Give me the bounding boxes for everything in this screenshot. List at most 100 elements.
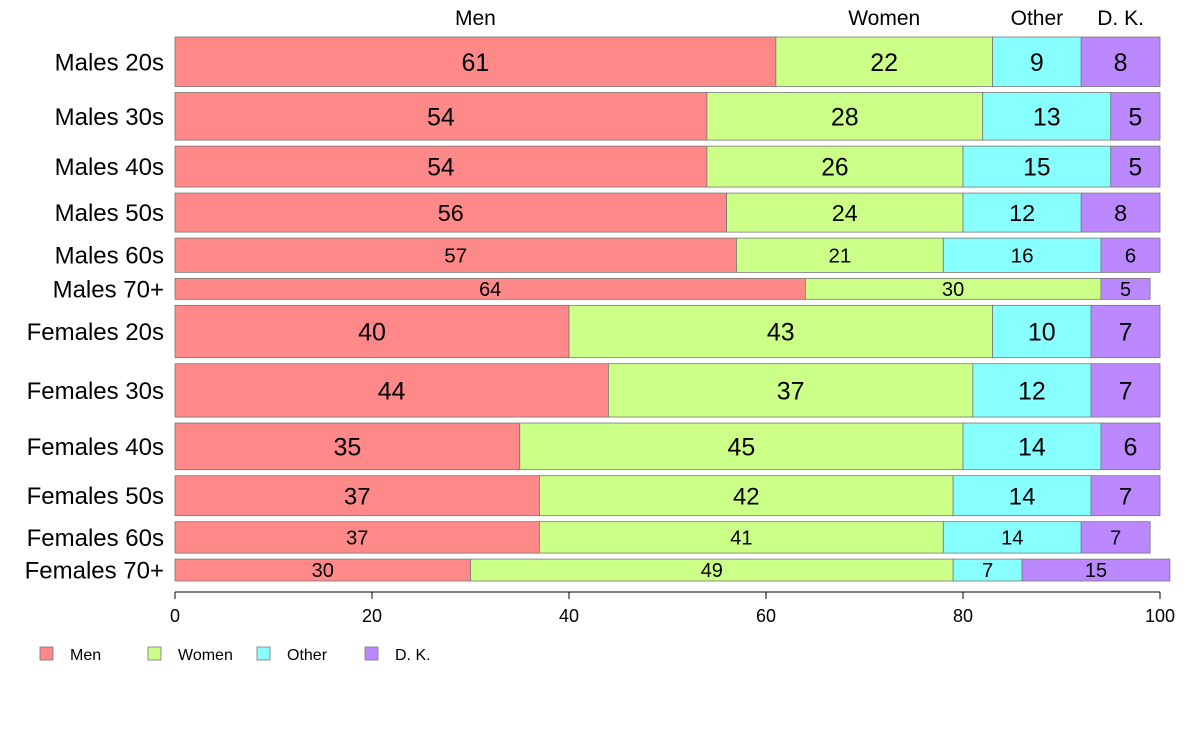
bar-males-30s-women xyxy=(706,92,984,141)
bar-females-40s-women xyxy=(519,422,964,471)
bar-females-60s-other xyxy=(942,521,1082,554)
data-label-males-20s-d-k: 8 xyxy=(1114,49,1128,77)
data-label-males-70-d-k: 5 xyxy=(1120,279,1131,301)
legend-label-d-k: D. K. xyxy=(395,647,431,664)
top-series-labels: Men Women Other D. K. xyxy=(455,7,1144,30)
bar-males-30s-men xyxy=(174,92,708,141)
data-label-females-30s-men: 44 xyxy=(378,377,406,405)
bar-females-20s-men xyxy=(174,304,570,359)
bar-males-40s-women xyxy=(706,145,964,188)
data-label-males-70-women: 30 xyxy=(942,279,964,301)
data-label-males-30s-d-k: 5 xyxy=(1128,103,1142,131)
data-label-males-20s-men: 61 xyxy=(462,49,490,77)
legend-swatch-women xyxy=(147,646,162,661)
bar-males-50s-d-k xyxy=(1080,192,1161,233)
data-label-females-70-other: 7 xyxy=(982,560,993,582)
bars: 61 22 9 854 28 13 554 26 15 556 24 12 857 21 16 664 30 54… xyxy=(174,36,1171,582)
bar-males-50s-men xyxy=(174,192,727,233)
legend-label-men: Men xyxy=(70,647,101,664)
category-label-females-50s: Females 50s xyxy=(27,483,164,510)
data-label-females-70-d-k: 15 xyxy=(1085,560,1107,582)
bar-females-20s-other xyxy=(992,304,1092,359)
legend-swatch-men xyxy=(39,646,54,661)
x-tick-label-60: 60 xyxy=(756,606,776,626)
data-label-females-40s-men: 35 xyxy=(333,433,361,461)
category-label-males-50s: Males 50s xyxy=(55,200,164,227)
data-label-males-60s-d-k: 6 xyxy=(1125,245,1136,268)
data-label-females-60s-other: 14 xyxy=(1001,528,1023,550)
data-label-females-60s-women: 41 xyxy=(730,528,752,550)
bar-females-60s-d-k xyxy=(1080,521,1151,554)
x-tick-label-20: 20 xyxy=(362,606,382,626)
bar-females-60s-men xyxy=(174,521,540,554)
data-label-males-30s-women: 28 xyxy=(831,103,859,131)
x-axis: 0 20 40 60 80 100 xyxy=(170,591,1175,626)
top-label-women: Women xyxy=(848,7,920,30)
data-label-males-30s-men: 54 xyxy=(427,103,455,131)
bar-females-30s-d-k xyxy=(1090,363,1161,418)
data-label-females-70-women: 49 xyxy=(701,560,723,582)
legend: Men Women Other D. K. xyxy=(39,646,431,664)
data-label-females-40s-d-k: 6 xyxy=(1123,433,1137,461)
bar-females-50s-women xyxy=(539,475,954,517)
legend-swatch-d-k xyxy=(364,646,379,661)
bar-females-50s-other xyxy=(952,475,1092,517)
data-label-females-60s-men: 37 xyxy=(346,528,368,550)
bar-males-20s-other xyxy=(992,36,1082,87)
data-label-females-20s-other: 10 xyxy=(1028,319,1056,347)
bar-males-30s-other xyxy=(982,92,1112,141)
category-label-females-70: Females 70+ xyxy=(25,558,164,585)
top-label-other: Other xyxy=(1011,7,1064,30)
data-label-females-20s-women: 43 xyxy=(767,319,795,347)
data-label-males-50s-other: 12 xyxy=(1009,200,1035,226)
bar-females-70-d-k xyxy=(1021,558,1171,582)
bar-females-50s-men xyxy=(174,475,540,517)
category-label-females-30s: Females 30s xyxy=(27,378,164,405)
data-label-females-50s-other: 14 xyxy=(1009,483,1036,510)
bar-males-60s-d-k xyxy=(1100,237,1161,273)
bar-females-20s-women xyxy=(568,304,993,359)
category-label-males-70: Males 70+ xyxy=(53,276,164,303)
data-label-males-60s-women: 21 xyxy=(828,245,851,268)
category-label-females-20s: Females 20s xyxy=(27,319,164,346)
data-label-males-40s-women: 26 xyxy=(821,154,848,181)
top-label-men: Men xyxy=(455,7,496,30)
data-label-females-60s-d-k: 7 xyxy=(1110,528,1121,550)
bar-females-40s-other xyxy=(962,422,1102,471)
category-labels: Males 20s Males 30s Males 40s Males 50s Male… xyxy=(25,49,164,584)
legend-label-other: Other xyxy=(287,647,328,664)
bar-males-20s-men xyxy=(174,36,777,87)
data-label-males-40s-other: 15 xyxy=(1023,154,1050,181)
legend-swatch-other xyxy=(256,646,271,661)
data-label-males-40s-men: 54 xyxy=(427,154,454,181)
bar-males-40s-men xyxy=(174,145,708,188)
data-label-females-50s-d-k: 7 xyxy=(1119,483,1132,510)
x-tick-label-40: 40 xyxy=(559,606,579,626)
top-label-d-k: D. K. xyxy=(1097,7,1144,30)
data-label-males-50s-d-k: 8 xyxy=(1114,200,1127,226)
bar-males-60s-other xyxy=(942,237,1102,273)
data-label-females-50s-men: 37 xyxy=(344,483,371,510)
bar-females-50s-d-k xyxy=(1090,475,1161,517)
data-label-males-30s-other: 13 xyxy=(1033,103,1061,131)
data-label-females-30s-other: 12 xyxy=(1018,377,1046,405)
bar-males-20s-d-k xyxy=(1080,36,1161,87)
category-label-females-40s: Females 40s xyxy=(27,434,164,461)
data-label-females-50s-women: 42 xyxy=(733,483,760,510)
data-label-females-30s-women: 37 xyxy=(777,377,805,405)
data-label-males-70-men: 64 xyxy=(479,279,501,301)
category-label-females-60s: Females 60s xyxy=(27,525,164,552)
bar-females-20s-d-k xyxy=(1090,304,1161,359)
bar-females-30s-other xyxy=(972,363,1092,418)
bar-males-30s-d-k xyxy=(1110,92,1161,141)
bar-females-40s-d-k xyxy=(1100,422,1161,471)
data-label-males-60s-men: 57 xyxy=(444,245,467,268)
bar-males-40s-d-k xyxy=(1110,145,1161,188)
data-label-females-20s-d-k: 7 xyxy=(1119,319,1133,347)
data-label-females-70-men: 30 xyxy=(312,560,334,582)
category-label-males-60s: Males 60s xyxy=(55,243,164,270)
bar-males-50s-women xyxy=(726,192,964,233)
data-label-males-40s-d-k: 5 xyxy=(1129,154,1143,181)
bar-males-60s-women xyxy=(736,237,944,273)
